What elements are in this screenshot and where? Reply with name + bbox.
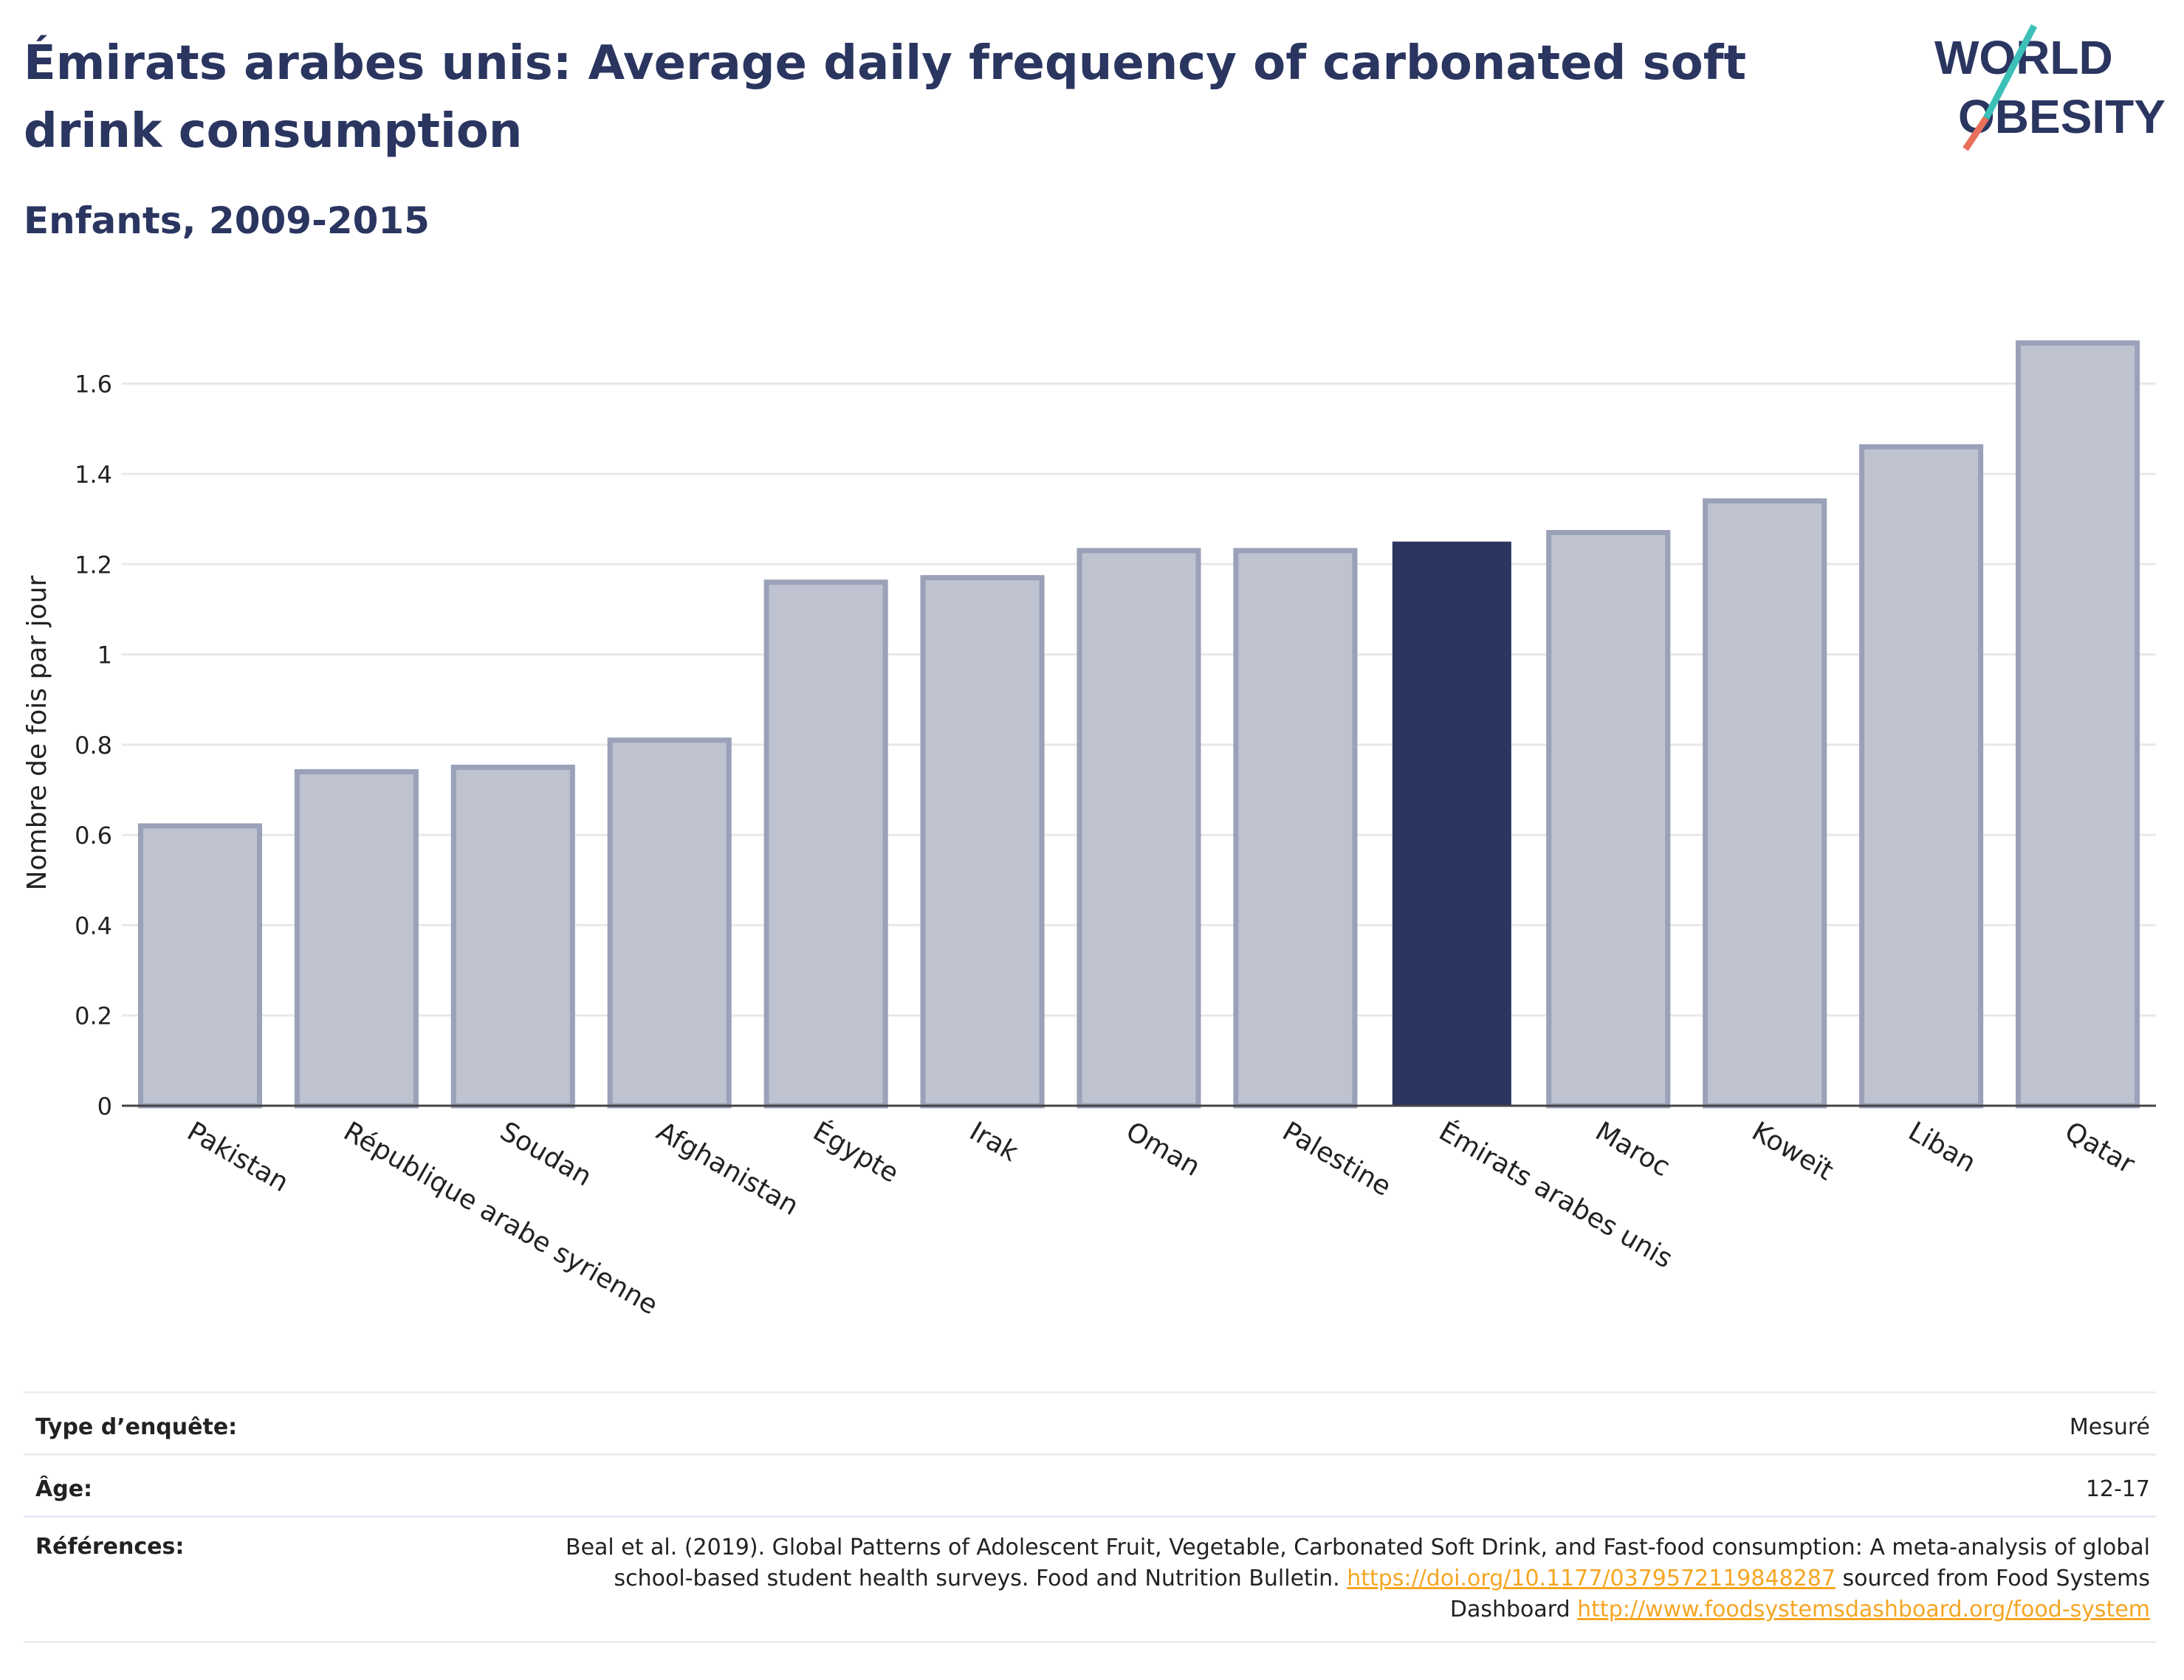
- meta-row-references: Références: Beal et al. (2019). Global P…: [24, 1515, 2156, 1643]
- bar[interactable]: [1076, 548, 1201, 1109]
- y-tick-labels: 0 0.2 0.4 0.6 0.8 1 1.2 1.4 1.6: [75, 371, 112, 1120]
- x-tick-label: Irak: [964, 1116, 1023, 1168]
- bar[interactable]: [763, 579, 888, 1109]
- age-value: 12-17: [2085, 1476, 2150, 1502]
- ref-text-2: sourced from Food Systems Dashboard: [1449, 1566, 2150, 1622]
- bar[interactable]: [1703, 498, 1827, 1109]
- bar[interactable]: [137, 823, 262, 1109]
- bars: [137, 340, 2140, 1109]
- y-tick-label: 0.6: [75, 822, 112, 850]
- y-tick-label: 0: [97, 1092, 112, 1120]
- survey-type-value: Mesuré: [2069, 1414, 2150, 1440]
- x-tick-label: Égypte: [808, 1115, 904, 1188]
- x-tick-label: Maroc: [1590, 1116, 1675, 1182]
- age-label: Âge:: [35, 1476, 93, 1502]
- x-tick-label: Liban: [1903, 1116, 1981, 1178]
- y-tick-label: 1.2: [75, 551, 112, 579]
- y-tick-label: 1: [97, 641, 112, 669]
- x-tick-label: Pakistan: [182, 1116, 293, 1198]
- chart-title: Émirats arabes unis: Average daily frequ…: [24, 36, 1747, 159]
- bar[interactable]: [1233, 548, 1358, 1109]
- y-tick-label: 1.6: [75, 371, 112, 399]
- x-tick-label: Afghanistan: [651, 1116, 803, 1222]
- logo-slash-coral: [1962, 116, 1989, 151]
- references-label: Références:: [35, 1534, 185, 1560]
- bar[interactable]: [450, 764, 575, 1109]
- y-tick-label: 0.2: [75, 1002, 112, 1030]
- x-tick-label: Koweït: [1747, 1116, 1838, 1186]
- x-tick-label: Oman: [1121, 1116, 1205, 1182]
- x-tick-label: Palestine: [1277, 1116, 1396, 1202]
- bar[interactable]: [920, 575, 1045, 1109]
- bar[interactable]: [294, 769, 419, 1109]
- bar[interactable]: [1392, 541, 1511, 1106]
- ref-text-1: Beal et al. (2019). Global Patterns of A…: [565, 1535, 2150, 1591]
- metadata-table: Type d’enquête: Mesuré Âge: 12-17 Référe…: [24, 1391, 2156, 1657]
- logo-slash-teal: [1983, 24, 2037, 120]
- x-tick-label: République arabe syrienne: [338, 1116, 662, 1321]
- doi-link[interactable]: https://doi.org/10.1177/0379572119848287: [1347, 1566, 1836, 1591]
- meta-bottom-rule: [24, 1641, 2156, 1644]
- y-tick-label: 0.8: [75, 731, 112, 760]
- references-text: Beal et al. (2019). Global Patterns of A…: [526, 1532, 2150, 1625]
- y-tick-label: 1.4: [75, 461, 112, 489]
- y-tick-label: 0.4: [75, 912, 112, 940]
- bar[interactable]: [607, 737, 732, 1109]
- meta-row-age: Âge: 12-17: [24, 1453, 2156, 1518]
- meta-row-survey: Type d’enquête: Mesuré: [24, 1391, 2156, 1456]
- x-tick-label: Qatar: [2060, 1116, 2140, 1180]
- y-axis-label: Nombre de fois par jour: [22, 575, 52, 890]
- world-obesity-logo: WORLD OBESITY: [1934, 24, 2166, 151]
- bar[interactable]: [1859, 444, 1984, 1109]
- bar[interactable]: [2016, 340, 2140, 1109]
- chart-subtitle: Enfants, 2009-2015: [24, 199, 430, 242]
- bar[interactable]: [1546, 529, 1671, 1109]
- x-tick-label: Soudan: [495, 1116, 597, 1192]
- bar-chart: 0 0.2 0.4 0.6 0.8 1 1.2 1.4 1.6 Pakistan Républiq…: [22, 340, 2156, 1321]
- dashboard-link[interactable]: http://www.foodsystemsdashboard.org/food…: [1577, 1597, 2150, 1622]
- survey-type-label: Type d’enquête:: [35, 1414, 238, 1440]
